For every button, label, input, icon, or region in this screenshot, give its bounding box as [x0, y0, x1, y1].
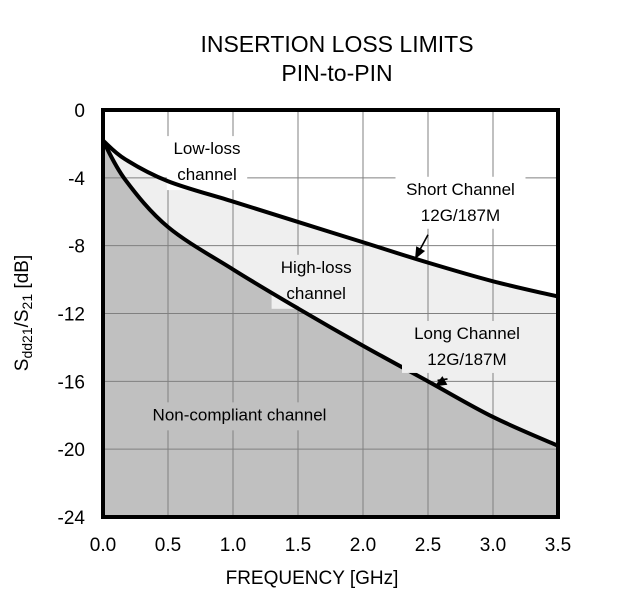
- region-label-low-loss-channel: Low-loss: [173, 139, 240, 158]
- x-tick-label: 3.5: [545, 535, 571, 556]
- long-channel-line: [101, 139, 559, 448]
- y-tick-label: -8: [68, 237, 85, 258]
- region-label-bg: [166, 136, 248, 191]
- y-axis-label-main: S: [12, 359, 33, 372]
- y-axis-label-sub1: dd21: [19, 327, 35, 358]
- x-tick-label: 2.5: [415, 535, 441, 556]
- region-label-non-compliant-channel: Non-compliant channel: [153, 405, 327, 424]
- x-tick-label: 1.5: [285, 535, 311, 556]
- y-axis-label: Sdd21/S21 [dB]: [12, 255, 35, 371]
- long-channel-label: Long Channel: [414, 324, 520, 343]
- short-channel-label: 12G/187M: [421, 206, 500, 225]
- y-tick-label: -12: [58, 305, 85, 326]
- annotation-arrow-head: [434, 376, 448, 387]
- y-tick-label: 0: [74, 101, 85, 122]
- chart-title-line-2: PIN-to-PIN: [281, 60, 392, 86]
- y-axis-label-unit: [dB]: [12, 255, 33, 294]
- y-tick-label: -24: [58, 508, 86, 529]
- x-tick-label: 3.0: [480, 535, 506, 556]
- x-tick-label: 0.5: [155, 535, 181, 556]
- x-tick-label: 0.0: [90, 535, 116, 556]
- short-channel-line: [101, 138, 559, 299]
- y-axis-label-mid: /S: [12, 309, 33, 327]
- annotation-label-bg: [395, 176, 526, 229]
- y-tick-label: -16: [58, 372, 85, 393]
- short-channel-label: Short Channel: [406, 180, 515, 199]
- region-label-bg: [142, 402, 337, 431]
- x-tick-label: 2.0: [350, 535, 376, 556]
- region-label-high-loss-channel: High-loss: [281, 258, 352, 277]
- plot-frame: [101, 108, 560, 519]
- y-axis-label-sub2: 21: [19, 294, 35, 310]
- chart-title-line-1: INSERTION LOSS LIMITS: [200, 31, 473, 57]
- x-axis-label: FREQUENCY [GHz]: [226, 568, 399, 589]
- y-tick-label: -4: [68, 169, 85, 190]
- y-tick-label: -20: [58, 440, 85, 461]
- x-tick-label: 1.0: [220, 535, 246, 556]
- region-label-high-loss-channel: channel: [286, 284, 346, 303]
- long-channel-label: 12G/187M: [427, 350, 506, 369]
- region-label-low-loss-channel: channel: [177, 165, 237, 184]
- annotation-arrow-head: [415, 246, 426, 260]
- annotation-label-bg: [402, 320, 532, 373]
